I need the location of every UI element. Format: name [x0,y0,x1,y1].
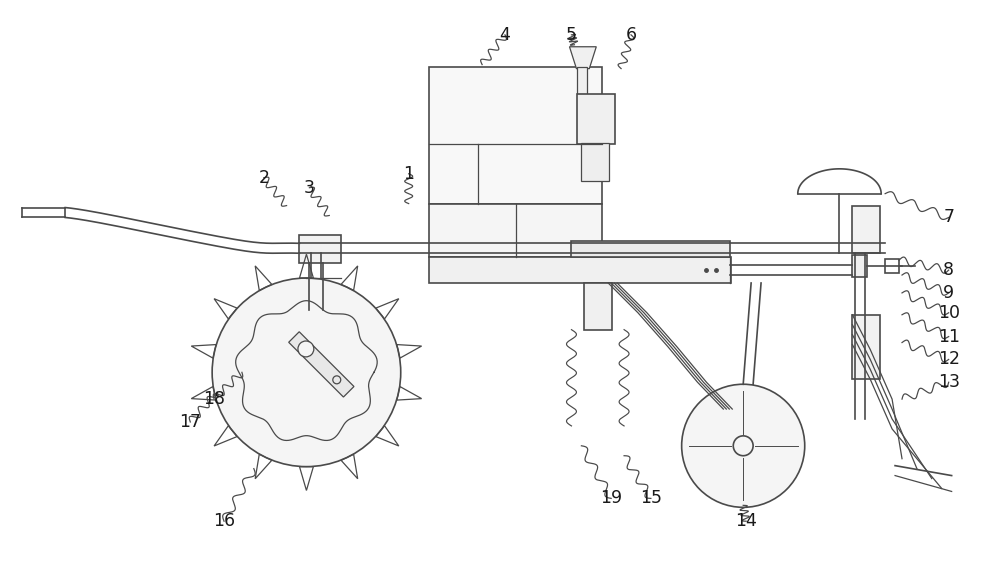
Text: 11: 11 [938,328,960,346]
Bar [429,203,602,257]
Circle shape [298,341,314,357]
Bar [852,206,880,253]
Text: 17: 17 [179,413,201,431]
Text: 1: 1 [403,165,414,183]
Text: 13: 13 [938,373,960,391]
Bar [306,298,341,310]
Text: 6: 6 [625,26,637,44]
Text: 15: 15 [640,489,662,507]
Text: 4: 4 [500,26,510,44]
Bar [429,67,602,203]
Bar [581,143,609,181]
Bar [571,241,730,257]
Text: 5: 5 [566,26,577,44]
Bar [852,255,867,277]
Circle shape [212,278,401,467]
Text: 9: 9 [943,284,954,302]
Text: 12: 12 [938,350,960,368]
Text: 7: 7 [943,208,954,227]
Text: 19: 19 [600,489,622,507]
Text: 14: 14 [735,512,757,530]
Text: 3: 3 [304,179,315,197]
Circle shape [682,384,805,507]
Text: 10: 10 [938,304,960,322]
Bar [577,67,587,94]
Bar [852,315,880,379]
Text: 8: 8 [943,261,954,279]
Bar [299,236,341,263]
Bar [429,257,731,283]
Polygon shape [289,332,354,397]
Text: 2: 2 [258,169,269,187]
Bar [584,283,612,329]
Polygon shape [569,47,596,68]
Text: 18: 18 [203,390,225,408]
Bar [577,94,615,144]
Bar [885,259,899,273]
Text: 16: 16 [213,512,235,530]
